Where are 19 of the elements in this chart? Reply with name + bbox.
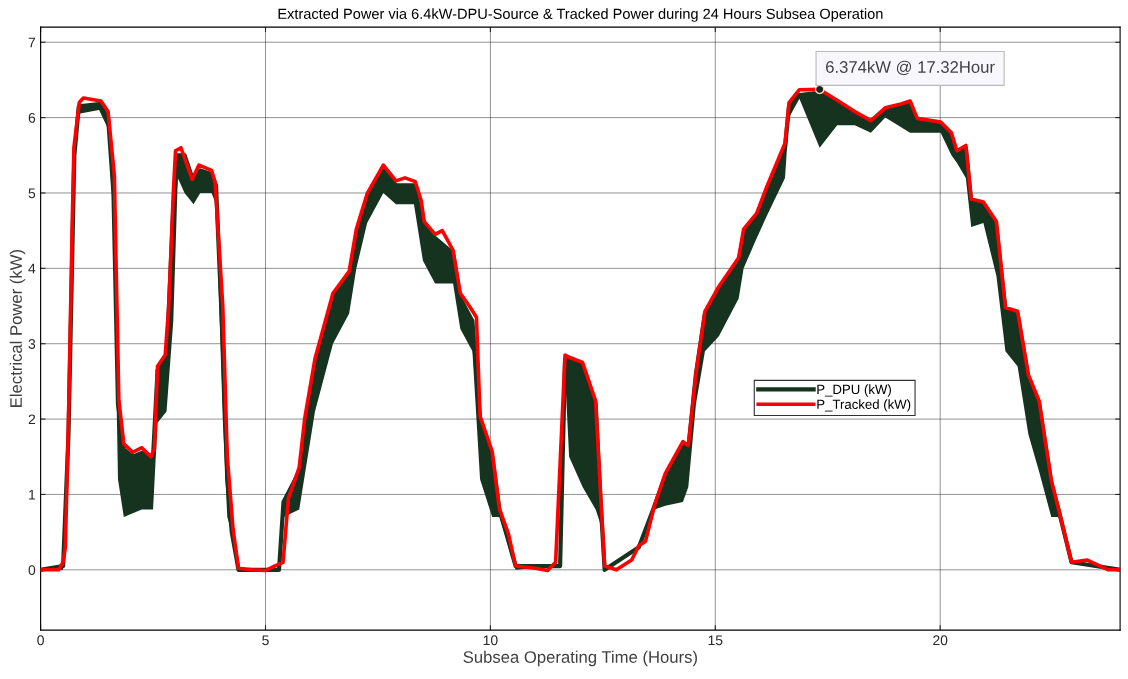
y-tick-label: 4	[28, 263, 36, 274]
x-tick-label: 0	[37, 635, 44, 646]
y-tick-label: 3	[28, 339, 36, 349]
legend-label: P_Tracked (kW)	[817, 399, 911, 412]
x-tick-label: 5	[262, 635, 269, 646]
y-tick-label: 5	[28, 188, 36, 199]
chart-title: Extracted Power via 6.4kW-DPU-Source & Tracked Power during 24 Hours Subsea Operation	[278, 8, 883, 22]
legend-label: P_DPU (kW)	[817, 384, 891, 397]
x-axis-title: Subsea Operating Time (Hours)	[463, 650, 697, 667]
annotation: 6.374kW @ 17.32Hour	[826, 60, 995, 76]
x-tick-label: 10	[483, 635, 498, 646]
y-tick-label: 6	[28, 112, 36, 123]
y-tick-label: 2	[28, 414, 36, 425]
y-axis-title: Electrical Power (kW)	[9, 250, 26, 407]
y-tick-label: 1	[29, 489, 36, 500]
y-tick-label: 0	[28, 565, 36, 575]
x-tick-label: 15	[708, 635, 723, 646]
x-tick-label: 20	[933, 635, 948, 646]
y-tick-label: 7	[28, 37, 36, 48]
